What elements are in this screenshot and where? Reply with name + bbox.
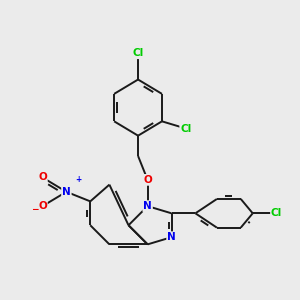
Text: O: O	[38, 172, 47, 182]
Text: O: O	[143, 175, 152, 185]
Text: Cl: Cl	[271, 208, 282, 218]
Text: N: N	[167, 232, 176, 242]
Text: O: O	[38, 201, 47, 211]
Text: Cl: Cl	[132, 48, 144, 58]
Text: N: N	[143, 201, 152, 211]
Text: Cl: Cl	[180, 124, 191, 134]
Text: −: −	[31, 205, 38, 214]
Text: +: +	[75, 175, 81, 184]
Text: N: N	[62, 187, 71, 197]
